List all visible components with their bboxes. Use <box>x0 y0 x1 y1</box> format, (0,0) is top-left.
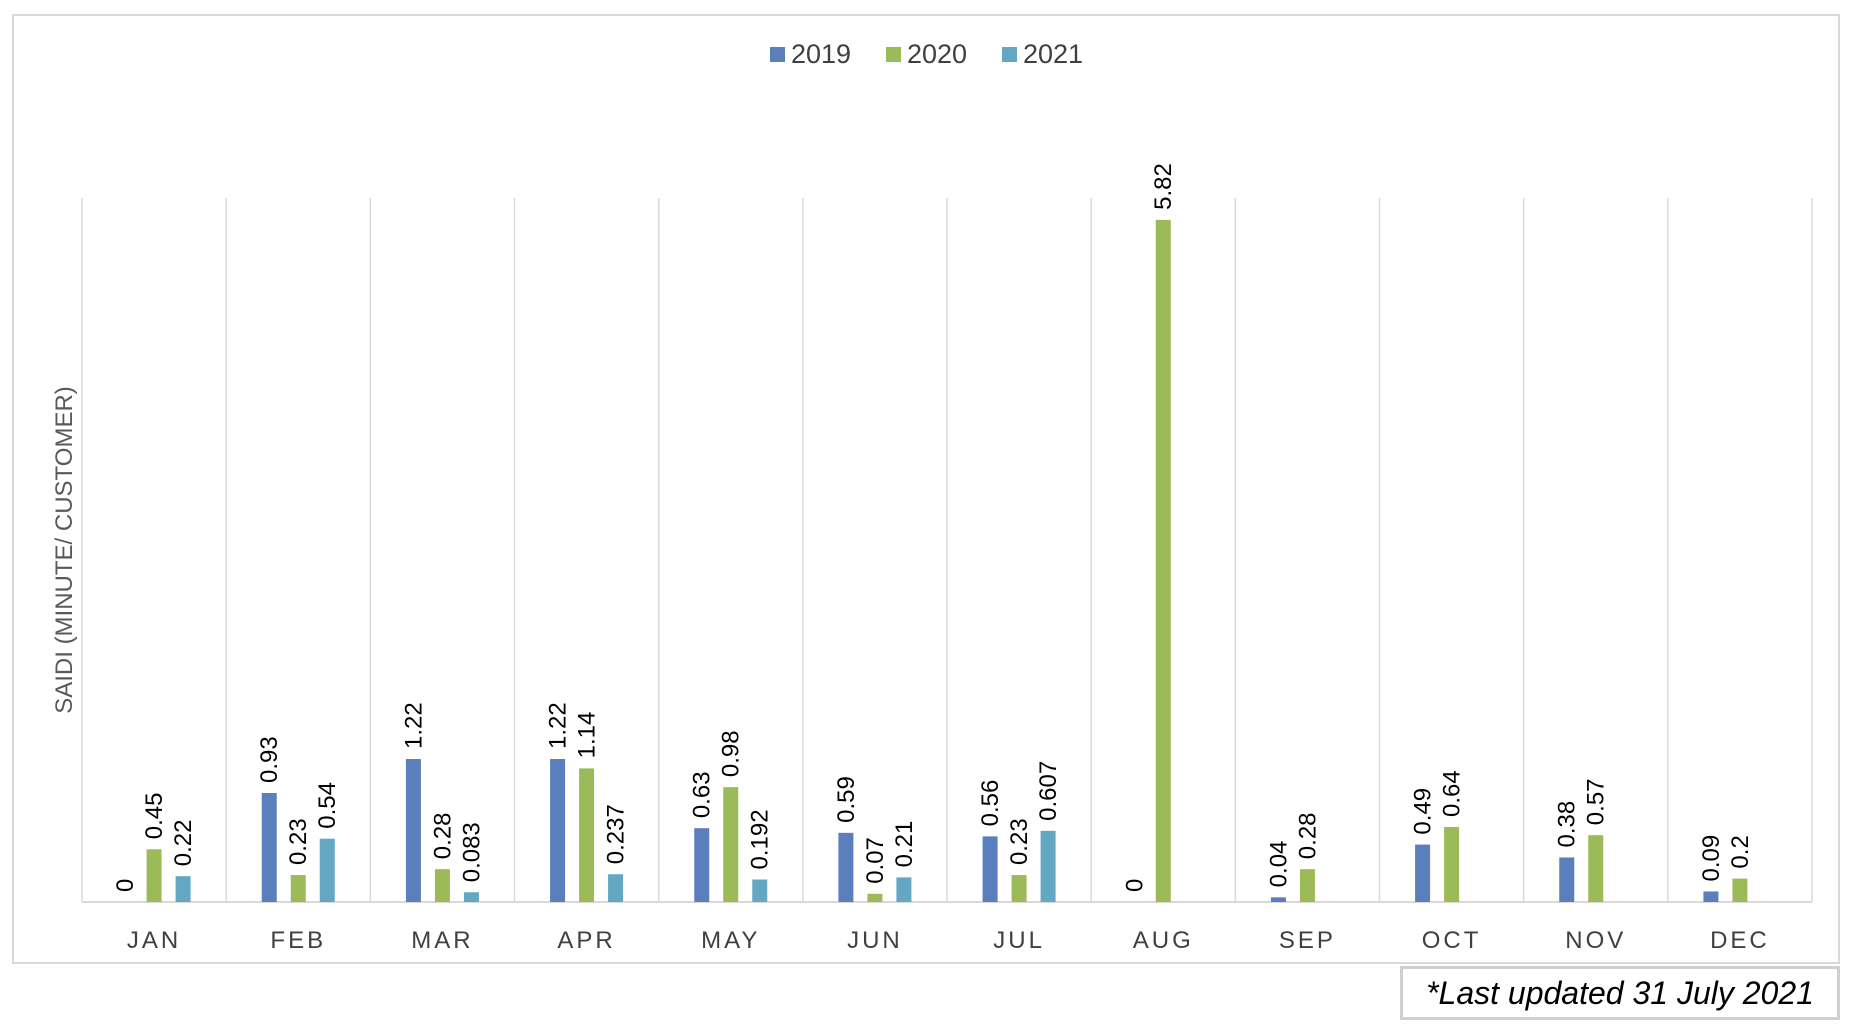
data-label-2021-mar: 0.083 <box>458 822 485 882</box>
x-tick-label: JUN <box>847 927 903 954</box>
data-label-2021-jun: 0.21 <box>891 821 918 868</box>
x-tick-label: DEC <box>1710 927 1770 954</box>
legend-swatch-2021 <box>1002 47 1017 62</box>
data-label-2020-jun: 0.07 <box>862 837 889 884</box>
data-label-2021-feb: 0.54 <box>314 782 341 829</box>
bar-2020-sep <box>1299 869 1315 902</box>
bar-2021-jun <box>896 877 912 902</box>
x-tick-label: NOV <box>1565 927 1626 954</box>
bar-2021-jan <box>175 876 191 902</box>
data-label-2020-nov: 0.57 <box>1583 778 1610 825</box>
bar-2020-jun <box>867 893 883 902</box>
data-label-2020-jan: 0.45 <box>141 793 168 840</box>
legend-label-2020: 2020 <box>907 39 967 69</box>
data-label-2019-sep: 0.04 <box>1265 841 1292 888</box>
bar-2019-oct <box>1415 844 1431 902</box>
bar-2019-mar <box>405 759 421 902</box>
y-axis-label: SAIDI (MINUTE/ CUSTOMER) <box>51 386 78 714</box>
data-label-2019-dec: 0.09 <box>1698 835 1725 882</box>
x-tick-label: JAN <box>127 927 181 954</box>
data-label-2019-mar: 1.22 <box>400 702 427 749</box>
data-label-2020-dec: 0.2 <box>1727 835 1754 868</box>
last-updated-note: *Last updated 31 July 2021 <box>1400 966 1840 1020</box>
data-label-2019-apr: 1.22 <box>545 702 572 749</box>
bar-2021-apr <box>608 874 624 902</box>
data-label-2019-jan: 0 <box>112 879 139 892</box>
data-label-2021-jul: 0.607 <box>1035 761 1062 821</box>
bar-2020-feb <box>290 875 306 902</box>
data-label-2019-feb: 0.93 <box>256 736 283 783</box>
data-label-2020-sep: 0.28 <box>1294 812 1321 859</box>
legend-swatch-2019 <box>770 47 785 62</box>
legend-label-2021: 2021 <box>1023 39 1083 69</box>
data-label-2021-apr: 0.237 <box>603 804 630 864</box>
bar-2019-jul <box>982 836 998 902</box>
bar-2021-jul <box>1040 830 1056 902</box>
bar-2019-dec <box>1703 891 1719 902</box>
legend-swatch-2020 <box>886 47 901 62</box>
data-label-2020-oct: 0.64 <box>1439 770 1466 817</box>
bar-2021-feb <box>319 838 335 902</box>
bar-2020-may <box>723 787 739 902</box>
data-label-2020-jul: 0.23 <box>1006 818 1033 865</box>
bar-2019-nov <box>1559 857 1575 902</box>
chart-area <box>12 14 1840 964</box>
x-tick-label: SEP <box>1279 927 1336 954</box>
data-label-2019-may: 0.63 <box>689 771 716 818</box>
bar-2020-nov <box>1588 835 1604 902</box>
data-label-2019-aug: 0 <box>1121 879 1148 892</box>
bar-2020-apr <box>579 768 595 902</box>
data-label-2020-feb: 0.23 <box>285 818 312 865</box>
bar-2020-aug <box>1155 219 1171 902</box>
bar-2021-mar <box>463 892 479 902</box>
bar-2020-jan <box>146 849 162 902</box>
data-label-2019-jul: 0.56 <box>977 780 1004 827</box>
data-label-2021-jan: 0.22 <box>170 819 197 866</box>
bar-2020-mar <box>434 869 450 902</box>
legend-label-2019: 2019 <box>791 39 851 69</box>
bar-2021-may <box>752 879 768 902</box>
data-label-2019-oct: 0.49 <box>1410 788 1437 835</box>
data-label-2020-mar: 0.28 <box>429 812 456 859</box>
data-label-2020-apr: 1.14 <box>574 712 601 759</box>
data-label-2021-may: 0.192 <box>747 809 774 869</box>
x-tick-label: MAR <box>411 927 473 954</box>
x-tick-label: APR <box>557 927 615 954</box>
bar-2020-dec <box>1732 878 1748 902</box>
x-tick-label: JUL <box>993 927 1045 954</box>
bar-2019-may <box>694 828 710 902</box>
data-label-2020-may: 0.98 <box>718 730 745 777</box>
data-label-2019-jun: 0.59 <box>833 776 860 823</box>
bar-2020-oct <box>1444 826 1460 902</box>
bar-2020-jul <box>1011 875 1027 902</box>
bar-2019-jun <box>838 832 854 902</box>
bar-2019-sep <box>1270 897 1286 902</box>
data-label-2020-aug: 5.82 <box>1150 163 1177 210</box>
x-tick-label: OCT <box>1422 927 1482 954</box>
x-tick-label: FEB <box>270 927 326 954</box>
x-tick-label: AUG <box>1133 927 1194 954</box>
bar-2019-feb <box>261 793 277 902</box>
x-tick-label: MAY <box>701 927 760 954</box>
data-label-2019-nov: 0.38 <box>1554 801 1581 848</box>
bar-2019-apr <box>550 759 566 902</box>
